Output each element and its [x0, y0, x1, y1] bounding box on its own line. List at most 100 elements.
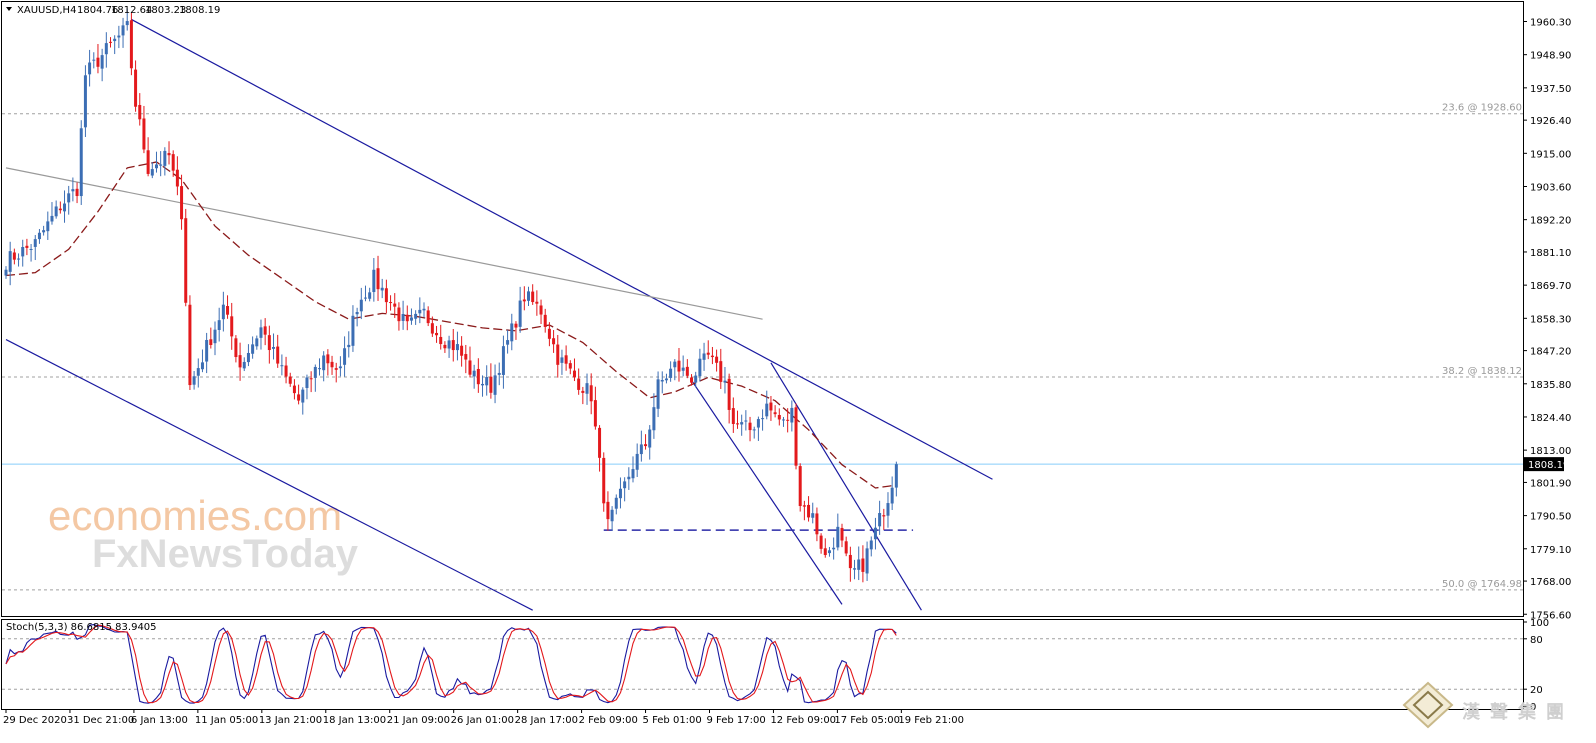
candle-body-bear: [823, 548, 827, 556]
stoch-k-line: [5, 624, 897, 704]
candle-body-bull: [50, 215, 54, 222]
candle-body-bear: [786, 419, 790, 421]
candle-body-bull: [255, 338, 259, 347]
candle-body-bull: [878, 513, 882, 527]
candle-body-bear: [209, 339, 213, 345]
candle-body-bull: [63, 203, 67, 212]
price-tick-label: 1948.90: [1530, 51, 1571, 62]
trend-line-small-channel-lower: [691, 379, 843, 605]
candle-body-bear: [188, 304, 192, 386]
candle-body-bull: [497, 372, 501, 375]
candle-body-bull: [88, 62, 92, 75]
candle-body-bull: [163, 150, 167, 166]
time-tick-label: 28 Jan 17:00: [515, 715, 578, 726]
candle-body-bull: [756, 419, 760, 428]
fib-levels: 23.6 @ 1928.60 38.2 @ 1838.12 50.0 @ 1764.…: [2, 103, 1523, 591]
candle-body-bull: [518, 300, 522, 327]
stoch-tick-label: 80: [1530, 635, 1543, 646]
candle-body-bear: [815, 513, 819, 535]
candle-body-bear: [547, 328, 551, 339]
time-tick-label: 6 Jan 13:00: [131, 715, 188, 726]
candle-body-bull: [29, 249, 33, 251]
candle-body-bear: [807, 504, 811, 518]
candle-body-bull: [635, 453, 639, 470]
candle-body-bull: [4, 269, 8, 276]
time-tick-label: 13 Jan 21:00: [259, 715, 322, 726]
candle-body-bull: [125, 21, 129, 26]
candle-body-bear: [443, 344, 447, 349]
candle-body-bull: [205, 339, 209, 362]
candle-body-bear: [96, 57, 100, 67]
price-tick-label: 1835.80: [1530, 380, 1571, 391]
candle-body-bear: [468, 360, 472, 375]
candle-body-bull: [481, 383, 485, 386]
candle-body-bull: [313, 366, 317, 378]
candle-body-bull: [656, 379, 660, 409]
candle-body-bear: [773, 412, 777, 415]
candle-body-bear: [731, 408, 735, 424]
stochastic-panel: 100 80 20 0: [2, 618, 1549, 713]
price-tick-label: 1937.50: [1530, 84, 1571, 95]
candle-body-bear: [736, 423, 739, 425]
candle-body-bear: [802, 505, 806, 507]
candle-body-bear: [292, 385, 296, 394]
candle-body-bull: [272, 347, 276, 349]
candle-body-bull: [368, 292, 372, 299]
candle-body-bear: [719, 361, 723, 382]
candle-body-bull: [681, 367, 685, 371]
trend-line-channel-bottom: [5, 339, 533, 611]
moving-average: [5, 161, 897, 489]
watermark-chinese: 漢聲集團: [1462, 701, 1574, 723]
candle-body-bull: [623, 481, 627, 489]
candle-body-bear: [330, 361, 334, 368]
candle-body-bear: [393, 303, 397, 307]
candle-body-bull: [42, 230, 46, 233]
candle-body-bull: [836, 526, 840, 548]
candle-body-bull: [781, 419, 785, 421]
candle-body-bull: [869, 540, 873, 550]
candle-body-bull: [246, 352, 250, 363]
candle-body-bull: [660, 379, 664, 382]
candle-body-bear: [727, 378, 731, 410]
candle-body-bull: [79, 128, 83, 197]
candle-body-bear: [309, 378, 313, 380]
candle-body-bear: [234, 338, 238, 358]
candle-body-bear: [58, 208, 62, 211]
candle-body-bull: [673, 361, 677, 368]
candle-body-bull: [221, 304, 225, 320]
candle-body-bear: [748, 422, 752, 431]
candle-body-bear: [715, 356, 719, 363]
fib-level-label: 50.0 @ 1764.98: [1442, 579, 1522, 590]
candle-body-bear: [685, 366, 689, 376]
candle-body-bear: [384, 288, 388, 303]
time-tick-label: 31 Dec 21:00: [67, 715, 134, 726]
candle-body-bear: [844, 541, 848, 554]
candle-body-bull: [159, 164, 163, 166]
candle-body-bull: [827, 550, 831, 554]
symbol-dropdown-icon[interactable]: [6, 7, 12, 11]
candle-body-bull: [192, 376, 196, 385]
candle-body-bear: [146, 150, 150, 174]
candle-body-bear: [226, 306, 230, 315]
trend-line-small-channel-upper: [770, 362, 922, 611]
candle-body-bear: [602, 457, 606, 504]
candle-body-bull: [338, 366, 342, 369]
candle-body-bear: [598, 427, 602, 458]
candle-body-bear: [134, 69, 138, 107]
candle-body-bear: [848, 554, 852, 569]
candle-body-bear: [535, 301, 539, 304]
candle-body-bear: [334, 368, 338, 370]
candle-body-bull: [217, 320, 221, 331]
candle-body-bear: [389, 302, 393, 304]
candle-body-bear: [276, 346, 280, 364]
candle-body-bear: [706, 352, 710, 355]
candle-body-bear: [710, 355, 714, 358]
candle-body-bull: [104, 43, 108, 55]
price-tick-label: 1813.00: [1530, 446, 1571, 457]
candle-body-bull: [200, 362, 204, 370]
candle-body-bear: [543, 314, 547, 327]
time-axis: 29 Dec 2020 31 Dec 21:006 Jan 13:00 11 Jan…: [3, 709, 964, 726]
candle-body-bull: [33, 239, 37, 247]
candle-body-bull: [355, 312, 359, 315]
